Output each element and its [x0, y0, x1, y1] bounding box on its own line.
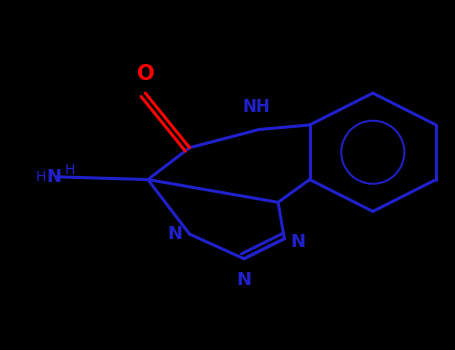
Text: N: N: [237, 271, 252, 289]
Text: NH: NH: [242, 98, 270, 116]
Text: H: H: [35, 170, 46, 184]
Text: O: O: [136, 64, 154, 84]
Text: N: N: [167, 225, 182, 243]
Text: H: H: [64, 162, 75, 176]
Text: N: N: [46, 168, 61, 186]
Text: N: N: [290, 233, 305, 251]
